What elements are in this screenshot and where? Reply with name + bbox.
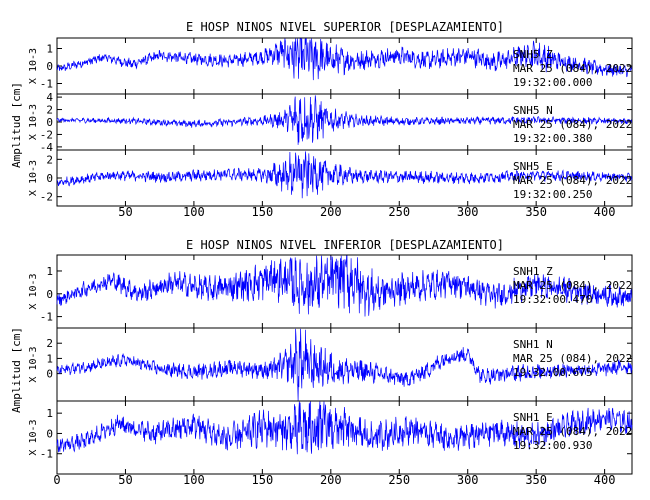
x-tick-label: 300 — [457, 205, 479, 219]
date-label: MAR 25 (084), 2022 — [513, 118, 632, 131]
time-label: 19:32:00.930 — [513, 439, 592, 452]
amplitude-multiplier-label: X 10-3 — [28, 346, 39, 382]
chart-title: E HOSP NINOS NIVEL INFERIOR [DESPLAZAMIE… — [186, 238, 504, 252]
date-label: MAR 25 (084), 2022 — [513, 279, 632, 292]
date-label: MAR 25 (084), 2022 — [513, 352, 632, 365]
x-tick-label: 400 — [594, 473, 616, 487]
x-tick-label: 100 — [183, 205, 205, 219]
y-tick-label: -2 — [40, 191, 53, 204]
waveform-trace — [56, 255, 632, 317]
x-tick-label: 250 — [388, 473, 410, 487]
y-tick-label: 0 — [46, 288, 53, 301]
x-tick-label: 50 — [118, 205, 132, 219]
x-tick-label: 350 — [525, 473, 547, 487]
y-tick-label: 0 — [46, 172, 53, 185]
station-label: SNH1 Z — [513, 265, 553, 278]
amplitude-multiplier-label: X 10-3 — [28, 419, 39, 455]
y-tick-label: -1 — [40, 448, 53, 461]
y-tick-label: 0 — [46, 60, 53, 73]
waveform-trace — [56, 151, 633, 199]
amplitude-multiplier-label: X 10-3 — [28, 48, 39, 84]
waveform-trace — [56, 95, 633, 145]
x-tick-label: 150 — [252, 205, 274, 219]
waveform-trace — [56, 38, 633, 81]
y-tick-label: 1 — [46, 43, 53, 56]
x-tick-label: 350 — [525, 205, 547, 219]
lower-level-chart: E HOSP NINOS NIVEL INFERIOR [DESPLAZAMIE… — [10, 238, 633, 487]
y-tick-label: 4 — [46, 91, 53, 104]
x-tick-label: 50 — [118, 473, 132, 487]
y-axis-label: Amplitud [cm] — [10, 82, 23, 168]
y-tick-label: 1 — [46, 352, 53, 365]
x-tick-label: 200 — [320, 205, 342, 219]
y-tick-label: 2 — [46, 337, 53, 350]
time-label: 19:32:00.470 — [513, 293, 592, 306]
x-tick-label: 200 — [320, 473, 342, 487]
y-tick-label: 0 — [46, 368, 53, 381]
y-tick-label: -4 — [40, 141, 54, 154]
date-label: MAR 25 (084), 2022 — [513, 174, 632, 187]
x-tick-label: 400 — [594, 205, 616, 219]
waveform-trace — [56, 328, 633, 401]
station-label: SNH5 E — [513, 160, 553, 173]
amplitude-multiplier-label: X 10-3 — [28, 104, 39, 140]
y-tick-label: 2 — [46, 104, 53, 117]
time-label: 19:32:00.675 — [513, 366, 592, 379]
date-label: MAR 25 (084), 2022 — [513, 425, 632, 438]
y-tick-label: 1 — [46, 407, 53, 420]
x-tick-label: 150 — [252, 473, 274, 487]
chart-title: E HOSP NINOS NIVEL SUPERIOR [DESPLAZAMIE… — [186, 20, 504, 34]
amplitude-multiplier-label: X 10-3 — [28, 160, 39, 196]
panel-frame — [56, 400, 633, 475]
y-axis-label: Amplitud [cm] — [10, 327, 23, 413]
x-tick-label: 0 — [53, 473, 60, 487]
upper-level-chart: E HOSP NINOS NIVEL SUPERIOR [DESPLAZAMIE… — [10, 20, 633, 219]
x-tick-label: 300 — [457, 473, 479, 487]
y-tick-label: -1 — [40, 311, 53, 324]
x-tick-label: 250 — [388, 205, 410, 219]
x-tick-label: 100 — [183, 473, 205, 487]
amplitude-multiplier-label: X 10-3 — [28, 273, 39, 309]
waveform-trace — [56, 401, 633, 455]
y-tick-label: 0 — [46, 427, 53, 440]
y-tick-label: 0 — [46, 116, 53, 129]
station-label: SNH1 E — [513, 411, 553, 424]
y-tick-label: -2 — [40, 128, 53, 141]
time-label: 19:32:00.380 — [513, 132, 592, 145]
y-tick-label: -1 — [40, 78, 53, 91]
station-label: SNH5 Z — [513, 48, 553, 61]
time-label: 19:32:00.000 — [513, 76, 592, 89]
time-label: 19:32:00.250 — [513, 188, 592, 201]
station-label: SNH1 N — [513, 338, 553, 351]
y-tick-label: 1 — [46, 265, 53, 278]
y-tick-label: 2 — [46, 153, 53, 166]
station-label: SNH5 N — [513, 104, 553, 117]
date-label: MAR 25 (084), 2022 — [513, 62, 632, 75]
